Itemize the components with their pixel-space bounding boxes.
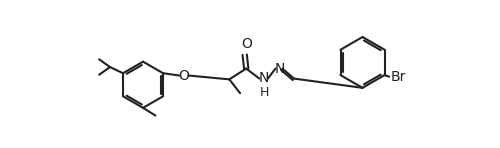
Text: N: N xyxy=(259,71,269,85)
Text: N: N xyxy=(274,62,284,76)
Text: Br: Br xyxy=(390,70,406,84)
Text: H: H xyxy=(260,86,268,99)
Text: O: O xyxy=(178,69,190,82)
Text: O: O xyxy=(241,37,252,51)
